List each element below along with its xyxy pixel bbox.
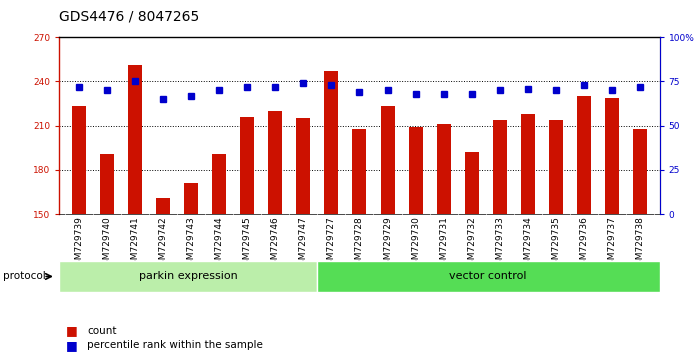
Bar [465, 152, 479, 214]
Text: GDS4476 / 8047265: GDS4476 / 8047265 [59, 9, 200, 23]
Text: GSM729744: GSM729744 [215, 216, 224, 271]
Text: GSM729739: GSM729739 [75, 216, 84, 272]
Bar [521, 114, 535, 214]
Text: protocol: protocol [3, 272, 46, 281]
Text: GSM729729: GSM729729 [383, 216, 392, 271]
Text: GSM729734: GSM729734 [524, 216, 533, 271]
Text: GSM729735: GSM729735 [551, 216, 560, 272]
Text: GSM729733: GSM729733 [495, 216, 504, 272]
Bar [549, 120, 563, 214]
Bar [577, 96, 591, 214]
Text: GSM729731: GSM729731 [439, 216, 448, 272]
Bar [408, 127, 422, 214]
Bar [317, 261, 660, 292]
Bar [72, 107, 86, 214]
Bar [128, 65, 142, 214]
Text: GSM729732: GSM729732 [467, 216, 476, 271]
Text: GSM729728: GSM729728 [355, 216, 364, 271]
Text: GSM729730: GSM729730 [411, 216, 420, 272]
Bar [156, 198, 170, 214]
Text: GSM729747: GSM729747 [299, 216, 308, 271]
Bar [59, 261, 317, 292]
Text: count: count [87, 326, 117, 336]
Bar [212, 154, 226, 214]
Text: GSM729745: GSM729745 [243, 216, 252, 271]
Text: GSM729727: GSM729727 [327, 216, 336, 271]
Text: percentile rank within the sample: percentile rank within the sample [87, 340, 263, 350]
Bar [184, 183, 198, 214]
Bar [605, 98, 619, 214]
Text: GSM729742: GSM729742 [158, 216, 168, 271]
Bar [100, 154, 114, 214]
Bar [633, 129, 647, 214]
Text: vector control: vector control [450, 272, 527, 281]
Text: GSM729736: GSM729736 [579, 216, 588, 272]
Bar [437, 124, 451, 214]
Bar [297, 118, 311, 214]
Bar [325, 71, 339, 214]
Text: parkin expression: parkin expression [139, 272, 237, 281]
Text: GSM729746: GSM729746 [271, 216, 280, 271]
Text: ■: ■ [66, 325, 78, 337]
Text: GSM729737: GSM729737 [607, 216, 616, 272]
Text: ■: ■ [66, 339, 78, 352]
Bar [240, 117, 254, 214]
Bar [493, 120, 507, 214]
Text: GSM729743: GSM729743 [186, 216, 195, 271]
Bar [268, 111, 282, 214]
Text: GSM729740: GSM729740 [103, 216, 112, 271]
Bar [380, 107, 394, 214]
Text: GSM729741: GSM729741 [131, 216, 140, 271]
Bar [352, 129, 366, 214]
Text: GSM729738: GSM729738 [635, 216, 644, 272]
